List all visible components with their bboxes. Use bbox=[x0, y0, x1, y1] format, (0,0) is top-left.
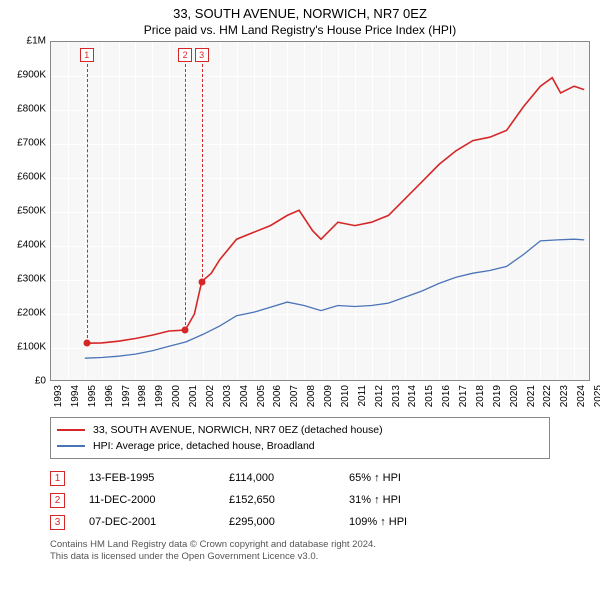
marker-dot bbox=[182, 327, 189, 334]
y-tick-label: £400K bbox=[17, 240, 46, 251]
marker-dot bbox=[83, 340, 90, 347]
plot-area: 1 23 bbox=[50, 41, 590, 381]
chart-lines bbox=[51, 42, 591, 382]
x-tick-label: 2013 bbox=[391, 385, 402, 407]
event-price: £152,650 bbox=[229, 494, 349, 506]
y-tick-label: £700K bbox=[17, 138, 46, 149]
event-marker-box: 3 bbox=[50, 515, 65, 530]
footer-line-2: This data is licensed under the Open Gov… bbox=[50, 551, 550, 563]
events-list: 1 13-FEB-1995£114,00065% ↑ HPI 2 11-DEC-200… bbox=[50, 467, 550, 533]
y-tick-label: £600K bbox=[17, 172, 46, 183]
y-tick-label: £500K bbox=[17, 206, 46, 217]
x-tick-label: 2021 bbox=[526, 385, 537, 407]
x-tick-label: 2025 bbox=[593, 385, 600, 407]
x-tick-label: 2017 bbox=[458, 385, 469, 407]
series-line bbox=[87, 78, 584, 344]
footer-attribution: Contains HM Land Registry data © Crown c… bbox=[50, 539, 550, 564]
marker-box: 3 bbox=[195, 48, 209, 62]
legend-box: 33, SOUTH AVENUE, NORWICH, NR7 0EZ (deta… bbox=[50, 417, 550, 459]
event-row: 1 13-FEB-1995£114,00065% ↑ HPI bbox=[50, 467, 550, 489]
y-tick-label: £900K bbox=[17, 70, 46, 81]
chart: 123 £0£100K£200K£300K£400K£500K£600K£700… bbox=[40, 41, 600, 411]
event-marker-box: 1 bbox=[50, 471, 65, 486]
x-tick-label: 2014 bbox=[407, 385, 418, 407]
legend-item: 33, SOUTH AVENUE, NORWICH, NR7 0EZ (deta… bbox=[57, 422, 543, 438]
legend-item: HPI: Average price, detached house, Broa… bbox=[57, 438, 543, 454]
x-tick-label: 2022 bbox=[542, 385, 553, 407]
y-tick-label: £300K bbox=[17, 274, 46, 285]
legend-swatch bbox=[57, 429, 85, 431]
y-tick-label: £100K bbox=[17, 342, 46, 353]
legend-label: 33, SOUTH AVENUE, NORWICH, NR7 0EZ (deta… bbox=[93, 424, 383, 436]
x-tick-label: 2004 bbox=[239, 385, 250, 407]
x-tick-label: 2023 bbox=[559, 385, 570, 407]
y-tick-label: £0 bbox=[35, 376, 46, 387]
page-title: 33, SOUTH AVENUE, NORWICH, NR7 0EZ bbox=[0, 0, 600, 21]
x-tick-label: 2001 bbox=[188, 385, 199, 407]
x-tick-label: 1996 bbox=[104, 385, 115, 407]
event-pct: 65% ↑ HPI bbox=[349, 472, 550, 484]
x-tick-label: 1993 bbox=[53, 385, 64, 407]
marker-dot bbox=[198, 278, 205, 285]
series-line bbox=[85, 239, 584, 358]
event-pct: 109% ↑ HPI bbox=[349, 516, 550, 528]
x-tick-label: 1997 bbox=[121, 385, 132, 407]
y-tick-label: £800K bbox=[17, 104, 46, 115]
x-tick-label: 2015 bbox=[424, 385, 435, 407]
x-tick-label: 1994 bbox=[70, 385, 81, 407]
event-date: 11-DEC-2000 bbox=[89, 494, 229, 506]
x-tick-label: 2007 bbox=[289, 385, 300, 407]
x-tick-label: 2012 bbox=[374, 385, 385, 407]
y-tick-label: £200K bbox=[17, 308, 46, 319]
event-row: 2 11-DEC-2000£152,65031% ↑ HPI bbox=[50, 489, 550, 511]
x-tick-label: 2009 bbox=[323, 385, 334, 407]
x-tick-label: 1999 bbox=[154, 385, 165, 407]
marker-box: 1 bbox=[80, 48, 94, 62]
event-pct: 31% ↑ HPI bbox=[349, 494, 550, 506]
marker-box: 2 bbox=[178, 48, 192, 62]
x-tick-label: 1998 bbox=[137, 385, 148, 407]
event-marker-box: 2 bbox=[50, 493, 65, 508]
x-tick-label: 2005 bbox=[256, 385, 267, 407]
x-tick-label: 2010 bbox=[340, 385, 351, 407]
event-row: 3 07-DEC-2001£295,000109% ↑ HPI bbox=[50, 511, 550, 533]
page-subtitle: Price paid vs. HM Land Registry's House … bbox=[0, 21, 600, 41]
x-tick-label: 2020 bbox=[509, 385, 520, 407]
x-tick-label: 2011 bbox=[357, 385, 368, 407]
event-price: £114,000 bbox=[229, 472, 349, 484]
legend-label: HPI: Average price, detached house, Broa… bbox=[93, 440, 315, 452]
x-tick-label: 1995 bbox=[87, 385, 98, 407]
x-tick-label: 2003 bbox=[222, 385, 233, 407]
event-date: 07-DEC-2001 bbox=[89, 516, 229, 528]
x-tick-label: 2018 bbox=[475, 385, 486, 407]
x-tick-label: 2002 bbox=[205, 385, 216, 407]
footer-line-1: Contains HM Land Registry data © Crown c… bbox=[50, 539, 550, 551]
legend-swatch bbox=[57, 445, 85, 447]
y-tick-label: £1M bbox=[27, 36, 46, 47]
x-tick-label: 2000 bbox=[171, 385, 182, 407]
event-date: 13-FEB-1995 bbox=[89, 472, 229, 484]
x-tick-label: 2019 bbox=[492, 385, 503, 407]
x-tick-label: 2006 bbox=[272, 385, 283, 407]
x-tick-label: 2008 bbox=[306, 385, 317, 407]
x-tick-label: 2016 bbox=[441, 385, 452, 407]
event-price: £295,000 bbox=[229, 516, 349, 528]
x-tick-label: 2024 bbox=[576, 385, 587, 407]
